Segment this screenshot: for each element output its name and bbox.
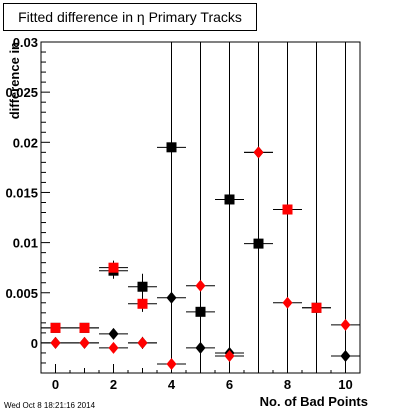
series-3: [41, 77, 360, 370]
y-tick-label: 0.025: [5, 85, 38, 100]
x-tick-label: 4: [168, 377, 176, 392]
data-point-square: [311, 302, 322, 313]
data-point-diamond: [224, 349, 235, 362]
data-point-diamond: [340, 318, 351, 331]
data-point-diamond: [195, 341, 206, 354]
x-axis-label: No. of Bad Points: [260, 394, 368, 409]
data-point-square: [137, 281, 148, 292]
data-point-diamond: [340, 349, 351, 362]
data-layer: [41, 42, 360, 373]
data-point-square: [282, 204, 293, 215]
y-tick-label: 0.02: [13, 135, 38, 150]
data-point-diamond: [253, 146, 264, 159]
data-point-square: [137, 298, 148, 309]
data-point-diamond: [108, 327, 119, 340]
data-point-square: [108, 262, 119, 273]
data-point-square: [50, 322, 61, 333]
y-tick-label: 0.015: [5, 185, 38, 200]
y-tick-label: 0.03: [13, 35, 38, 50]
data-point-diamond: [108, 341, 119, 354]
series-1: [41, 157, 331, 333]
data-point-diamond: [137, 336, 148, 349]
data-point-square: [79, 322, 90, 333]
y-tick-label: 0: [31, 336, 38, 351]
y-axis-label: difference in: [7, 42, 22, 119]
data-point-diamond: [166, 291, 177, 304]
data-point-diamond: [195, 279, 206, 292]
x-tick-label: 2: [110, 377, 117, 392]
chart-title: Fitted difference in η Primary Tracks: [18, 9, 242, 25]
data-point-diamond: [166, 357, 177, 370]
data-point-diamond: [282, 296, 293, 309]
x-tick-label: 8: [284, 377, 291, 392]
y-tick-label: 0.01: [13, 236, 38, 251]
timestamp: Wed Oct 8 18:21:16 2014: [4, 401, 96, 410]
x-tick-label: 6: [226, 377, 233, 392]
chart-title-box: Fitted difference in η Primary Tracks: [3, 3, 257, 31]
x-tick-label: 0: [52, 377, 59, 392]
data-point-diamond: [79, 336, 90, 349]
x-tick-label: 10: [338, 377, 352, 392]
data-point-diamond: [50, 336, 61, 349]
y-tick-label: 0.005: [5, 286, 38, 301]
